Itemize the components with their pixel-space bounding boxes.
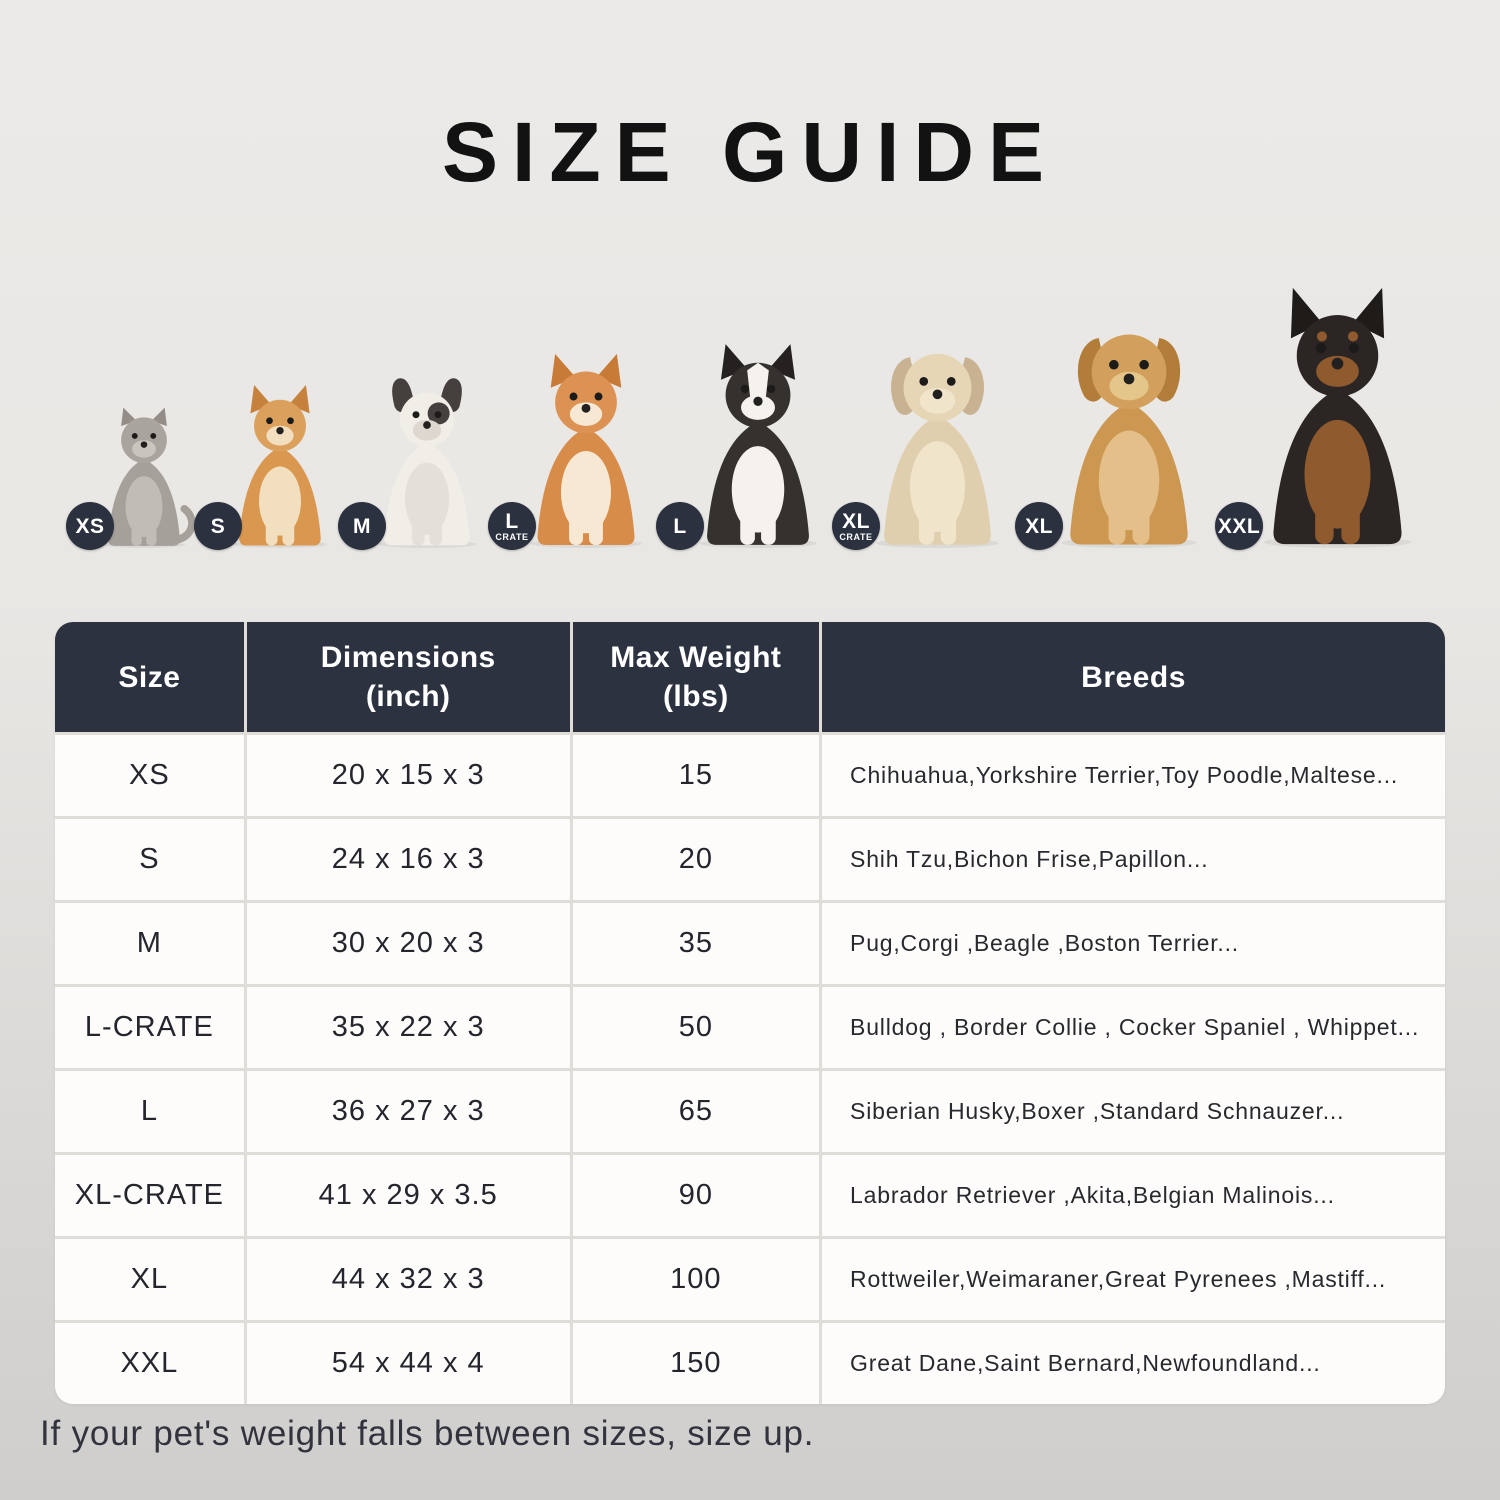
size-badge-l: L xyxy=(656,502,704,550)
doberman-silhouette-icon xyxy=(1263,287,1412,548)
cell-size-row5: L xyxy=(55,1071,244,1152)
size-badge-label: XXL xyxy=(1217,514,1261,538)
cell-size-row1: XS xyxy=(55,735,244,816)
cell-size-row2: S xyxy=(55,819,244,900)
cell-max-weight-row3: 35 xyxy=(572,903,820,984)
size-table: Size Dimensions (inch) Max Weight (lbs) … xyxy=(55,622,1445,1404)
cell-dimensions-row6: 41 x 29 x 3.5 xyxy=(246,1155,570,1236)
pet-photo-border-collie: L xyxy=(656,338,838,550)
cell-max-weight-row4: 50 xyxy=(572,987,820,1068)
cell-max-weight-row1: 15 xyxy=(572,735,820,816)
column-header-size: Size xyxy=(55,622,244,732)
labrador-retriever-silhouette-icon xyxy=(876,353,999,548)
cell-breeds-row8: Great Dane,Saint Bernard,Newfoundland... xyxy=(822,1323,1445,1404)
size-badge-label: XL xyxy=(1025,514,1053,538)
cell-dimensions-row2: 24 x 16 x 3 xyxy=(246,819,570,900)
page-title: SIZE GUIDE xyxy=(441,105,1059,199)
size-badge-label: XS xyxy=(75,514,105,538)
pet-size-strip: XS S M L CRATE L XL CRATE XL XXL xyxy=(66,280,1438,550)
size-badge-m: M xyxy=(338,502,386,550)
cell-max-weight-row8: 150 xyxy=(572,1323,820,1404)
size-badge-label: XL xyxy=(842,509,870,533)
size-badge-xs: XS xyxy=(66,502,114,550)
cell-dimensions-row4: 35 x 22 x 3 xyxy=(246,987,570,1068)
pet-photo-shiba-inu: L CRATE xyxy=(488,348,662,550)
cell-size-row3: M xyxy=(55,903,244,984)
gray-cat-silhouette-icon xyxy=(102,407,196,548)
pomeranian-silhouette-icon xyxy=(233,384,327,548)
size-badge-label: S xyxy=(210,514,226,538)
size-badge-sublabel: CRATE xyxy=(839,531,873,542)
cell-size-row4: L-CRATE xyxy=(55,987,244,1068)
cell-dimensions-row1: 20 x 15 x 3 xyxy=(246,735,570,816)
pet-photo-golden-retriever: XL xyxy=(1015,306,1221,550)
size-badge-xxl: XXL xyxy=(1215,502,1263,550)
golden-retriever-silhouette-icon xyxy=(1061,334,1197,548)
cell-size-row7: XL xyxy=(55,1239,244,1320)
french-bulldog-silhouette-icon xyxy=(377,378,477,548)
cell-max-weight-row2: 20 xyxy=(572,819,820,900)
sizing-advice-note: If your pet's weight falls between sizes… xyxy=(40,1414,815,1453)
cell-dimensions-row7: 44 x 32 x 3 xyxy=(246,1239,570,1320)
cell-breeds-row4: Bulldog , Border Collie , Cocker Spaniel… xyxy=(822,987,1445,1068)
cell-max-weight-row7: 100 xyxy=(572,1239,820,1320)
cell-dimensions-row5: 36 x 27 x 3 xyxy=(246,1071,570,1152)
pet-photo-french-bulldog: M xyxy=(338,372,494,550)
size-badge-label: M xyxy=(353,514,371,538)
cell-breeds-row1: Chihuahua,Yorkshire Terrier,Toy Poodle,M… xyxy=(822,735,1445,816)
cell-dimensions-row8: 54 x 44 x 4 xyxy=(246,1323,570,1404)
cell-dimensions-row3: 30 x 20 x 3 xyxy=(246,903,570,984)
size-badge-label: L xyxy=(673,514,687,538)
pet-photo-gray-cat: XS xyxy=(66,400,200,550)
pet-photo-pomeranian: S xyxy=(194,380,344,550)
cell-size-row8: XXL xyxy=(55,1323,244,1404)
shiba-inu-silhouette-icon xyxy=(530,353,642,548)
size-badge-xl: XL xyxy=(1015,502,1063,550)
cell-breeds-row3: Pug,Corgi ,Beagle ,Boston Terrier... xyxy=(822,903,1445,984)
cell-size-row6: XL-CRATE xyxy=(55,1155,244,1236)
column-header-breeds: Breeds xyxy=(822,622,1445,732)
border-collie-silhouette-icon xyxy=(699,344,817,548)
size-badge-label: L xyxy=(505,509,519,533)
size-badge-sublabel: CRATE xyxy=(495,531,529,542)
column-header-dimensions: Dimensions (inch) xyxy=(246,622,570,732)
column-header-max-weight: Max Weight (lbs) xyxy=(572,622,820,732)
pet-photo-labrador-retriever: XL CRATE xyxy=(832,328,1021,550)
cell-max-weight-row6: 90 xyxy=(572,1155,820,1236)
cell-breeds-row2: Shih Tzu,Bichon Frise,Papillon... xyxy=(822,819,1445,900)
cell-breeds-row5: Siberian Husky,Boxer ,Standard Schnauzer… xyxy=(822,1071,1445,1152)
size-badge-l-crate: L CRATE xyxy=(488,502,536,550)
cell-max-weight-row5: 65 xyxy=(572,1071,820,1152)
size-badge-s: S xyxy=(194,502,242,550)
cell-breeds-row6: Labrador Retriever ,Akita,Belgian Malino… xyxy=(822,1155,1445,1236)
size-badge-xl-crate: XL CRATE xyxy=(832,502,880,550)
cell-breeds-row7: Rottweiler,Weimaraner,Great Pyrenees ,Ma… xyxy=(822,1239,1445,1320)
pet-photo-doberman: XXL xyxy=(1215,284,1438,550)
